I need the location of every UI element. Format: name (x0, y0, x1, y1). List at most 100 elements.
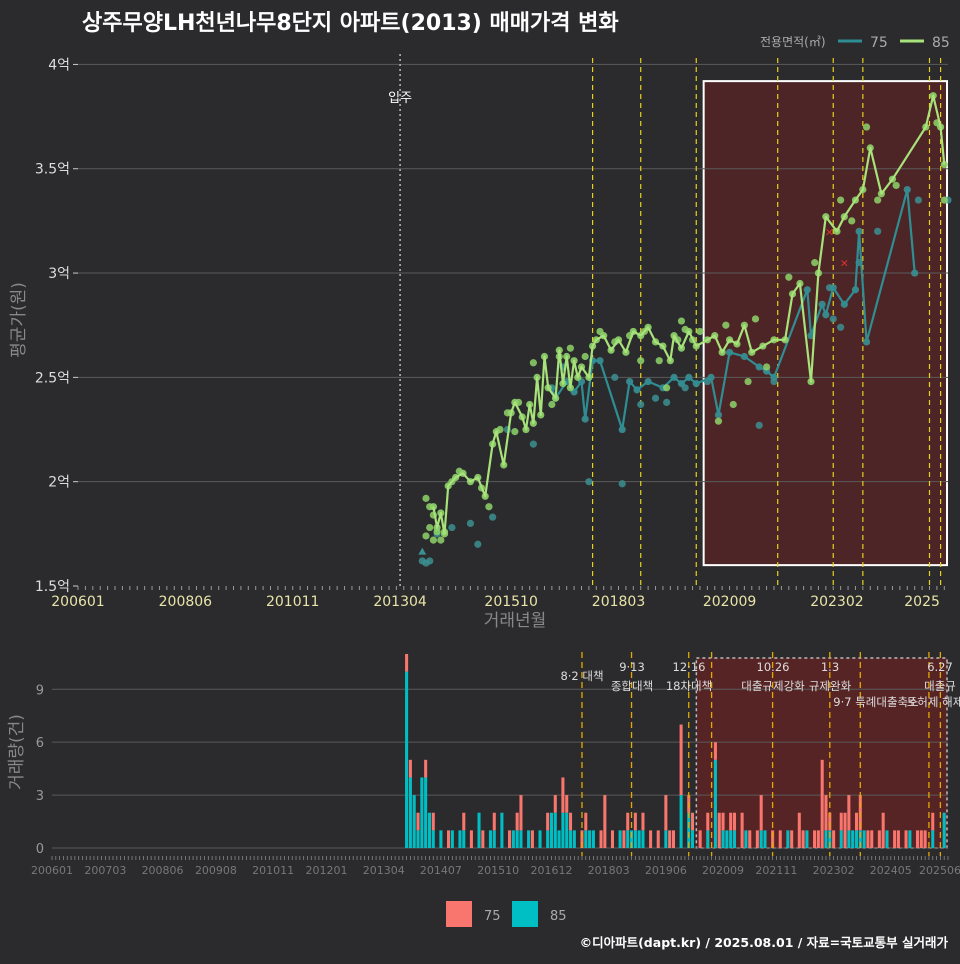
bar-75 (816, 830, 820, 848)
dot-85 (940, 196, 948, 204)
bar-75 (492, 812, 496, 831)
dot-85 (837, 196, 845, 204)
dot-85 (677, 317, 686, 325)
credit-text: ©디아파트(dapt.kr) / 2025.08.01 / 자료=국토교통부 실… (580, 935, 949, 950)
bar-85 (515, 830, 519, 848)
bar-85 (679, 795, 683, 848)
move-in-label: 입주 (388, 91, 412, 106)
x-axis-label: 거래년월 (484, 611, 547, 631)
x-tick-label: 200601 (51, 594, 104, 610)
dot-85 (511, 428, 519, 436)
bar-75 (923, 830, 927, 848)
y-tick-label: 2억 (48, 475, 70, 491)
bar-75 (748, 830, 752, 848)
bar-85 (839, 830, 843, 848)
dot-75 (474, 540, 482, 548)
bar-75 (828, 812, 832, 831)
bar-85 (805, 830, 809, 848)
bar-85 (519, 830, 523, 848)
bar-85 (687, 812, 691, 848)
bar-85 (591, 830, 595, 848)
bar-75 (832, 830, 836, 848)
bar-75 (740, 812, 744, 848)
policy-label-detail: 대출규 (924, 679, 956, 693)
bar-75 (691, 812, 695, 831)
bar-75 (610, 830, 615, 848)
bar-85 (942, 812, 946, 848)
bar-85 (931, 830, 935, 848)
bar-85 (862, 830, 866, 848)
dot-75 (466, 519, 475, 528)
bar-75 (408, 759, 412, 778)
dot-85 (437, 536, 445, 544)
bar-85 (572, 830, 576, 848)
bar-85 (637, 830, 641, 848)
bar-75 (813, 830, 817, 848)
bar-75 (668, 830, 672, 848)
bar-75 (778, 830, 782, 848)
dot-85 (426, 523, 434, 532)
bar-75 (626, 812, 630, 831)
x-tick-label-bottom: 200601 (31, 864, 73, 877)
bar-85 (732, 830, 737, 848)
chart-title: 상주무양LH천년나무8단지 아파트(2013) 매매가격 변화 (82, 11, 619, 36)
bar-85 (588, 830, 592, 848)
bar-75 (469, 830, 473, 848)
bar-75 (580, 830, 584, 848)
bar-75 (519, 795, 523, 831)
bar-85 (450, 830, 454, 848)
legend-label-85: 85 (932, 35, 950, 51)
price-chart: 1.5억 2억 2.5억 3억 3.5억 4억 200601 200806 201011 2013… (9, 54, 952, 631)
bar-85 (847, 830, 851, 848)
bar-85 (630, 830, 634, 848)
dot-85 (655, 357, 663, 365)
triangle-marker-75 (418, 547, 427, 555)
bar-75 (671, 830, 676, 848)
line-85 (432, 94, 946, 535)
x-tick-label-bottom: 202506 (919, 864, 960, 877)
x-tick-label-bottom: 202302 (813, 864, 855, 877)
legend-label-75: 75 (870, 35, 888, 51)
y-tick-label: 1.5억 (35, 579, 70, 595)
dot-85 (892, 181, 900, 190)
bar-85 (557, 830, 561, 848)
x-tick-label-bottom: 201510 (477, 864, 519, 877)
bar-75 (569, 812, 573, 831)
y-axis-label-bottom: 거래량(건) (7, 714, 27, 790)
bar-75 (717, 812, 721, 848)
bar-85 (854, 830, 859, 848)
dot-85 (729, 400, 737, 409)
bar-85 (511, 830, 515, 848)
x-marker: × (825, 225, 834, 238)
x-tick-label: 200806 (159, 594, 213, 610)
bar-75 (732, 812, 737, 831)
dot-85 (581, 352, 589, 361)
bar-85 (439, 830, 443, 848)
bar-75 (649, 830, 653, 848)
dot-75 (489, 513, 497, 521)
bar-75 (416, 812, 420, 831)
y-tick-label-bottom: 9 (36, 683, 44, 698)
bar-75 (854, 812, 859, 831)
y-tick-label-bottom: 6 (36, 736, 44, 751)
bar-75 (866, 830, 870, 848)
bar-75 (919, 830, 923, 848)
bar-85 (626, 830, 630, 848)
bar-75 (931, 812, 935, 831)
bar-85 (488, 830, 492, 848)
bar-85 (565, 812, 569, 848)
policy-label: 12·16 (673, 660, 706, 674)
bar-75 (405, 654, 409, 672)
x-tick-label-bottom: 200703 (84, 864, 126, 877)
bar-85 (527, 830, 531, 848)
bar-85 (641, 830, 645, 848)
y-tick-label: 2.5억 (35, 370, 70, 386)
bar-75 (790, 830, 794, 848)
dot-75 (611, 373, 619, 381)
dot-75 (618, 480, 626, 488)
bar-85 (584, 830, 588, 848)
x-tick-label: 202009 (703, 594, 756, 610)
bar-75 (706, 812, 710, 831)
bar-85 (706, 830, 710, 848)
